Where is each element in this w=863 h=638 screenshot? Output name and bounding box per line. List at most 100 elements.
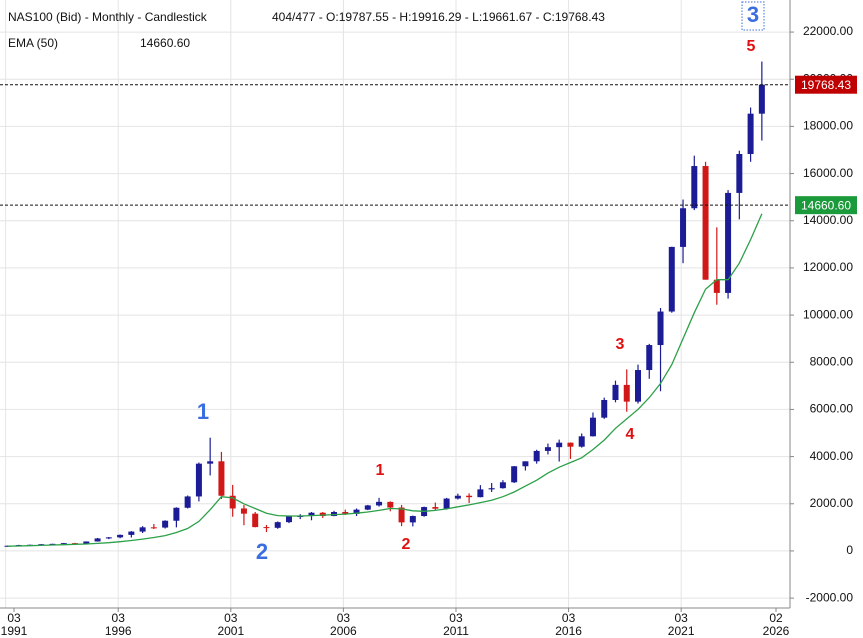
candle-body [94,538,101,542]
candle-body [544,447,551,451]
candle-body [578,436,585,447]
candle-body [207,461,214,464]
candle-body [747,113,754,155]
candle-body [556,442,563,448]
y-tick-label: 14000.00 [803,213,853,227]
ema-line [7,213,763,547]
candle-body [387,501,394,508]
candle-body [477,489,484,498]
x-tick-label: 03 [449,611,463,625]
candle-body [218,461,225,496]
candle-body [274,522,281,528]
candle-body [398,507,405,523]
candle-body [105,537,112,539]
x-tick-label: 03 [562,611,576,625]
candle-body [691,166,698,209]
plot [0,61,790,547]
wave-annotation: 3 [747,2,759,27]
y-tick-label: 10000.00 [803,307,853,321]
candle-body [184,496,191,508]
candle-body [409,516,416,523]
ohlc-info: 404/477 - O:19787.55 - H:19916.29 - L:19… [272,10,605,24]
candle-body [466,495,473,498]
candle-body [173,507,180,521]
candle-body [285,516,292,523]
y-tick-label: 12000.00 [803,260,853,274]
x-tick-label: 1991 [1,624,28,638]
candle-body [657,311,664,346]
x-tick-label: 1996 [105,624,132,638]
candle-body [308,512,315,517]
last-price-label: 19768.43 [801,78,851,92]
candle-body [589,417,596,437]
x-tick-label: 03 [224,611,238,625]
wave-annotation: 5 [747,38,756,55]
candle-body [128,531,135,535]
wave-annotation: 1 [197,399,209,424]
candle-body [443,498,450,509]
y-tick-label: 16000.00 [803,166,853,180]
candle-body [342,512,349,514]
x-tick-label: 03 [112,611,126,625]
ema-name: EMA (50) [8,36,58,50]
x-tick-label: 2021 [668,624,695,638]
last-price-box [795,75,857,94]
candle-body [376,501,383,506]
y-tick-label: 18000.00 [803,119,853,133]
x-tick-label: 02 [769,611,783,625]
chart-title: NAS100 (Bid) - Monthly - Candlestick [8,10,208,24]
candle-body [364,505,371,510]
x-tick-label: 2006 [330,624,357,638]
ema-last-label: 14660.60 [801,198,851,212]
candle-body [72,543,79,545]
wave-annotation: 1 [376,462,385,479]
candle-body [511,466,518,483]
candle-body [713,279,720,293]
candle-body [635,370,642,402]
candle-body [725,192,732,293]
candle-body [488,488,495,490]
candle-body [612,384,619,400]
grid [0,0,790,608]
candle-body [162,520,169,528]
candle-body [522,461,529,467]
wave-annotation: 2 [402,536,411,553]
wave-annotation: 3 [616,336,625,353]
wave-annotation: 4 [626,426,635,443]
candle-body [454,495,461,499]
candle-body [195,463,202,497]
candle-body [758,84,765,114]
y-tick-label: 2000.00 [810,496,854,510]
x-tick-label: 2016 [555,624,582,638]
x-tick-label: 2011 [443,624,469,638]
x-tick-label: 03 [337,611,351,625]
y-tick-label: 22000.00 [803,24,853,38]
candle-body [353,509,360,514]
candle-body [263,527,270,529]
candle-body [319,512,326,517]
x-tick-label: 03 [7,611,21,625]
candle-body [83,541,90,544]
candle-body [139,527,146,532]
candle-body [38,544,45,546]
annotation-box [741,1,765,31]
candle-body [702,166,709,280]
candle-body [601,399,608,418]
candle-body [567,442,574,447]
candle-body [240,508,247,514]
candle-body [252,513,259,528]
candle-body [60,543,67,545]
candle-body [680,208,687,247]
candle-body [499,482,506,489]
candle-body [229,495,236,509]
y-tick-label: -2000.00 [806,590,854,604]
x-tick-label: 2001 [217,624,244,638]
y-tick-label: 6000.00 [810,402,854,416]
candle-body [533,450,540,462]
candle-body [668,246,675,312]
candle-body [432,507,439,509]
ema-last-box [795,196,857,215]
ema-value: 14660.60 [140,36,190,50]
